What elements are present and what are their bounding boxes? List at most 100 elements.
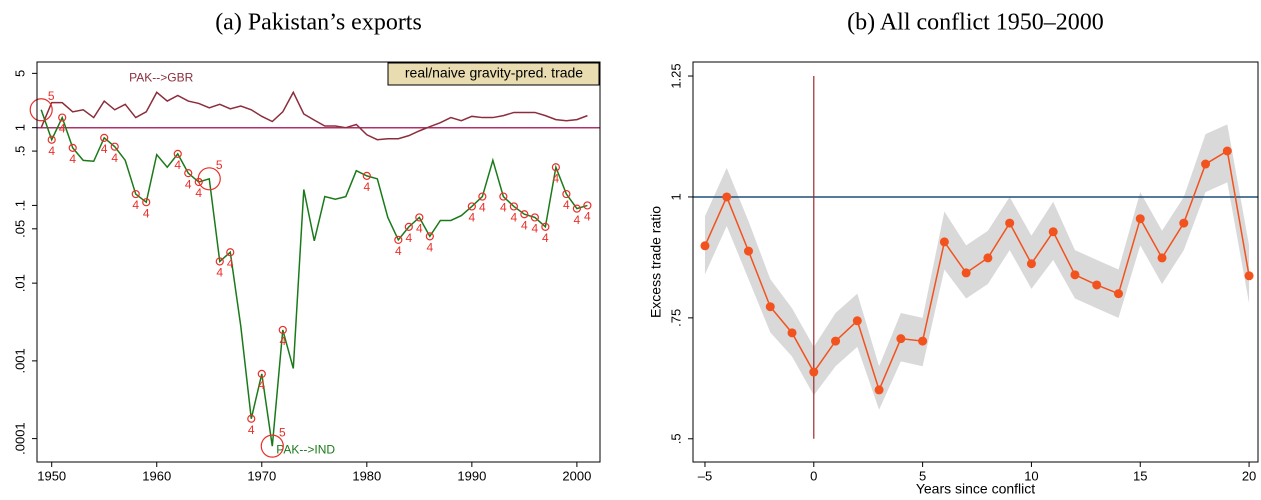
x-tick-label: 1980 bbox=[352, 468, 381, 483]
conflict-marker bbox=[68, 143, 77, 152]
x-tick-label: 1990 bbox=[457, 468, 486, 483]
conflict-level: 4 bbox=[563, 198, 570, 212]
y-tick-label: .5 bbox=[668, 433, 683, 444]
point bbox=[1201, 159, 1211, 169]
conflict-level: 4 bbox=[532, 222, 539, 236]
conflict-marker bbox=[530, 213, 539, 222]
point bbox=[809, 367, 819, 377]
conflict-marker bbox=[551, 163, 560, 172]
conflict-level: 4 bbox=[395, 244, 402, 258]
conflict-marker bbox=[215, 257, 224, 266]
x-tick-label: 0 bbox=[810, 468, 817, 483]
series-label: PAK-->IND bbox=[276, 442, 335, 456]
y-tick-label: 1.25 bbox=[668, 63, 683, 88]
point bbox=[983, 253, 993, 263]
conflict-marker bbox=[47, 135, 56, 144]
point bbox=[852, 316, 862, 326]
point bbox=[1070, 270, 1080, 280]
conflict-level: 4 bbox=[469, 211, 476, 225]
x-axis-label: Years since conflict bbox=[916, 481, 1035, 495]
point bbox=[961, 268, 971, 278]
conflict-marker bbox=[541, 222, 550, 231]
point bbox=[1135, 214, 1145, 224]
point bbox=[874, 385, 884, 395]
confidence-band bbox=[704, 124, 1250, 410]
conflict-level: 4 bbox=[279, 334, 286, 348]
conflict-marker bbox=[404, 222, 413, 231]
x-tick-label: 1970 bbox=[247, 468, 276, 483]
point bbox=[1222, 146, 1232, 156]
y-tick-label: .01 bbox=[12, 274, 27, 292]
conflict-level: 5 bbox=[48, 89, 55, 103]
conflict-level: 4 bbox=[111, 151, 118, 165]
conflict-marker bbox=[142, 198, 151, 207]
conflict-level: 4 bbox=[405, 231, 412, 245]
series-line bbox=[704, 149, 1250, 393]
x-tick-label: –5 bbox=[698, 468, 712, 483]
conflict-marker bbox=[29, 98, 53, 122]
conflict-marker bbox=[562, 189, 571, 199]
y-tick-label: .5 bbox=[12, 146, 27, 157]
y-tick-label: 1 bbox=[12, 124, 27, 131]
series-label: PAK-->GBR bbox=[129, 71, 193, 85]
conflict-marker bbox=[100, 133, 109, 142]
x-tick-label: 20 bbox=[1242, 468, 1256, 483]
conflict-marker bbox=[257, 369, 266, 378]
x-tick-label: 1950 bbox=[37, 468, 66, 483]
conflict-marker bbox=[247, 414, 256, 423]
conflict-marker bbox=[110, 142, 119, 151]
conflict-level: 4 bbox=[363, 180, 370, 194]
conflict-level: 4 bbox=[479, 201, 486, 215]
conflict-level: 4 bbox=[174, 158, 181, 172]
y-tick-label: .75 bbox=[668, 309, 683, 327]
conflict-level: 4 bbox=[258, 378, 265, 392]
conflict-level: 4 bbox=[59, 122, 66, 136]
conflict-level: 5 bbox=[279, 425, 286, 439]
x-tick-label: 10 bbox=[1024, 468, 1038, 483]
conflict-marker bbox=[467, 202, 476, 211]
point bbox=[831, 336, 841, 346]
conflict-level: 4 bbox=[584, 210, 591, 224]
conflict-level: 4 bbox=[416, 222, 423, 236]
point bbox=[722, 192, 732, 202]
conflict-level: 4 bbox=[48, 144, 55, 158]
conflict-level: 4 bbox=[216, 266, 223, 280]
conflict-marker bbox=[58, 113, 67, 122]
point bbox=[700, 241, 710, 251]
conflict-marker bbox=[184, 169, 193, 178]
conflict-marker bbox=[478, 192, 487, 201]
point bbox=[1113, 289, 1123, 299]
y-tick-label: .05 bbox=[12, 220, 27, 238]
conflict-marker bbox=[499, 192, 508, 201]
conflict-marker bbox=[583, 201, 592, 210]
annotation-box bbox=[387, 62, 600, 86]
conflict-marker bbox=[260, 434, 284, 458]
series-line bbox=[40, 90, 588, 141]
conflict-marker bbox=[415, 213, 424, 222]
conflict-level: 4 bbox=[426, 241, 433, 255]
conflict-level: 4 bbox=[511, 211, 518, 225]
conflict-marker bbox=[520, 210, 529, 219]
conflict-level: 4 bbox=[132, 198, 139, 212]
conflict-marker bbox=[197, 167, 221, 191]
plot-frame bbox=[692, 61, 1259, 463]
point bbox=[1026, 259, 1036, 269]
conflict-level: 4 bbox=[143, 206, 150, 220]
chart-title: (b) All conflict 1950–2000 bbox=[847, 10, 1104, 36]
conflict-marker bbox=[226, 248, 235, 257]
y-tick-label: .1 bbox=[12, 200, 27, 211]
x-tick-label: 5 bbox=[919, 468, 926, 483]
chart-title: (a) Pakistan’s exports bbox=[215, 10, 422, 36]
point bbox=[1048, 227, 1058, 237]
point bbox=[1092, 280, 1102, 290]
point bbox=[939, 237, 949, 247]
series-line bbox=[40, 109, 588, 447]
conflict-level: 4 bbox=[69, 152, 76, 166]
conflict-level: 4 bbox=[574, 213, 581, 227]
conflict-marker bbox=[572, 204, 581, 213]
x-tick-label: 2000 bbox=[562, 468, 591, 483]
conflict-level: 5 bbox=[216, 158, 223, 172]
conflict-marker bbox=[362, 171, 371, 180]
y-tick-label: 5 bbox=[12, 70, 27, 77]
conflict-level: 4 bbox=[248, 423, 255, 437]
